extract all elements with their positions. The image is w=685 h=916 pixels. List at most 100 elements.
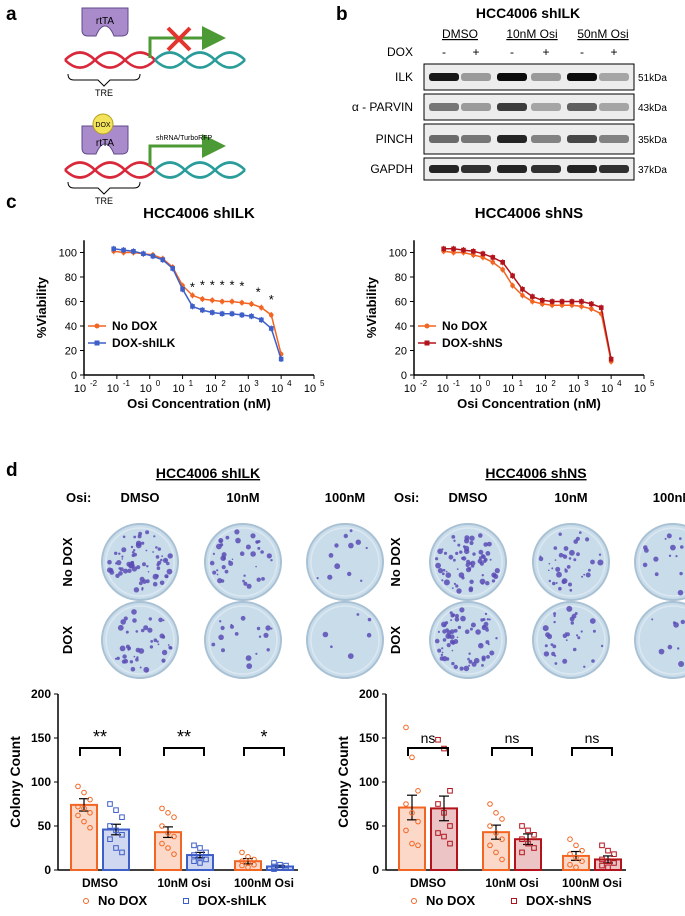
culture-dish	[634, 601, 685, 679]
colony-spot	[569, 549, 575, 556]
colony-spot	[147, 571, 150, 573]
colony-spot	[481, 574, 484, 577]
blot-band	[567, 73, 597, 81]
colony-spot	[456, 636, 459, 639]
colony-spot	[460, 615, 466, 622]
data-point	[611, 860, 617, 866]
x-category-label: 10nM Osi	[157, 876, 210, 890]
x-tick-label: 10	[437, 383, 449, 395]
data-point	[579, 847, 585, 854]
significance-label: ns	[585, 730, 600, 746]
colony-spot	[459, 666, 464, 671]
significance-bracket	[79, 747, 121, 756]
data-point	[573, 864, 579, 871]
colony-spot	[441, 651, 444, 654]
significance-mark: *	[229, 277, 234, 292]
blot-band	[429, 165, 459, 173]
colony-spot	[451, 535, 456, 539]
tre-label-top: TRE	[95, 88, 113, 98]
data-point	[203, 849, 209, 856]
blot-band	[599, 135, 629, 143]
colony-spot	[566, 565, 571, 569]
blot-band	[531, 103, 561, 111]
colony-spot	[135, 657, 139, 662]
colony-spot	[481, 554, 485, 558]
data-point	[271, 860, 277, 866]
colony-spot	[588, 568, 591, 572]
colony-spot	[475, 629, 481, 635]
colony-spot	[553, 546, 558, 550]
data-point	[605, 847, 611, 854]
y-tick-label: 60	[65, 297, 77, 309]
colony-spot	[679, 537, 682, 540]
colony-spot	[443, 579, 450, 586]
x-tick-label: 10	[470, 383, 482, 395]
data-point	[447, 840, 453, 847]
data-point	[487, 823, 493, 829]
y-axis-label: Colony Count	[7, 736, 23, 828]
colony-spot	[120, 619, 126, 625]
data-point	[239, 312, 245, 318]
colony-spot	[590, 559, 595, 565]
data-point	[539, 297, 545, 303]
data-point	[209, 310, 215, 315]
colony-spot	[221, 648, 225, 653]
colony-spot	[122, 535, 126, 539]
colony-spot	[481, 655, 486, 660]
data-point	[403, 827, 409, 834]
data-point	[171, 851, 177, 857]
significance-mark: *	[269, 292, 274, 307]
blot-dox-sign: +	[472, 45, 479, 59]
colony-spot	[225, 535, 230, 540]
colony-spot	[115, 573, 120, 578]
blot-band	[599, 103, 629, 111]
dish-rim	[536, 527, 606, 597]
culture-dish	[101, 523, 179, 601]
data-point	[487, 842, 493, 849]
dish-rim	[105, 605, 175, 675]
colony-spot	[166, 561, 170, 566]
blot-group-headers: DMSO 10nM Osi 50nM Osi	[442, 27, 629, 41]
data-point	[493, 830, 499, 836]
colony-spot	[555, 566, 561, 572]
colony-spot	[231, 558, 234, 561]
colony-spot	[153, 535, 156, 538]
colony-spot	[469, 579, 474, 584]
colony-spot	[216, 569, 219, 572]
blot-band	[429, 103, 459, 111]
data-point	[268, 312, 274, 318]
colony-spot	[158, 617, 163, 623]
data-point	[87, 810, 93, 816]
data-point	[499, 836, 505, 843]
colony-spot	[143, 625, 149, 631]
blot-membrane	[423, 157, 635, 181]
rtta-protein-top: rtTA	[81, 7, 129, 37]
colony-spot	[234, 529, 240, 535]
data-point	[569, 302, 575, 308]
data-point	[119, 814, 125, 821]
legend-label: DOX-shNS	[442, 336, 503, 350]
panel-a: a rtTA TRE DOX rtTA	[6, 4, 246, 206]
colony-spot	[542, 625, 549, 632]
data-point	[480, 255, 486, 260]
colony-spot	[222, 557, 226, 560]
colony-spot	[239, 551, 245, 556]
dish-rim	[638, 605, 685, 675]
x-tick-label: 10	[502, 383, 514, 395]
y-tick-label: 100	[31, 775, 51, 789]
x-tick-exponent: 2	[221, 379, 226, 388]
colony-spot	[235, 537, 241, 544]
colony-spot	[555, 582, 558, 584]
colony-spot	[140, 628, 145, 633]
colony-spot	[228, 560, 231, 563]
colony-spot	[658, 648, 665, 655]
colony-spot	[585, 572, 591, 578]
colony-spot	[478, 556, 483, 560]
colony-spot	[558, 552, 564, 558]
colony-spot	[455, 584, 459, 588]
dish-row-label: No DOX	[388, 537, 403, 586]
colony-spot	[234, 632, 239, 636]
colony-spot	[546, 633, 553, 640]
blot-band	[531, 165, 561, 173]
